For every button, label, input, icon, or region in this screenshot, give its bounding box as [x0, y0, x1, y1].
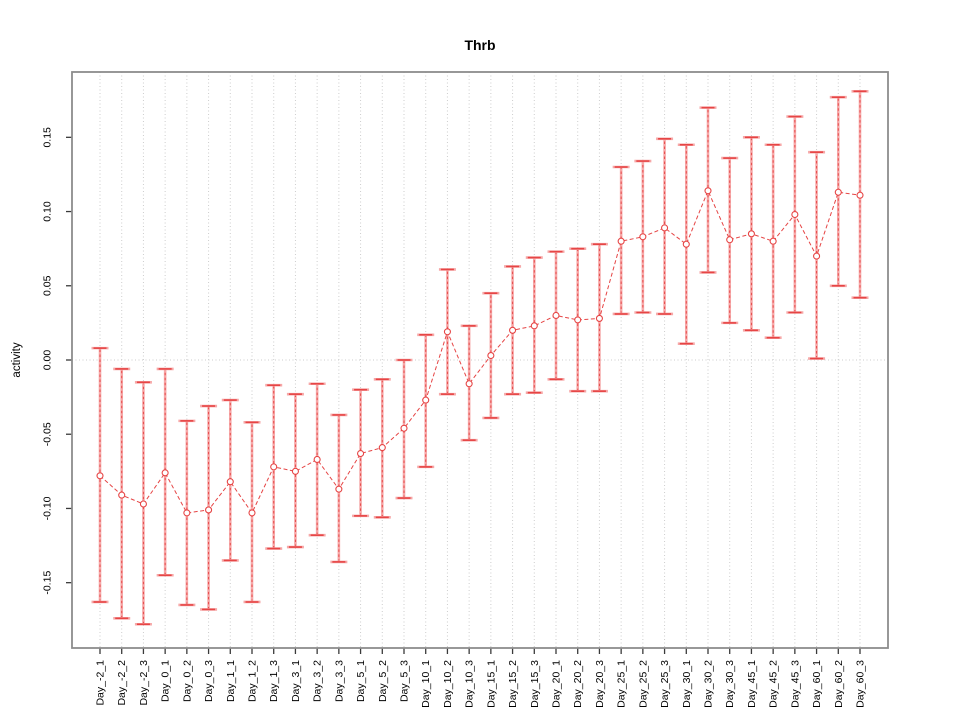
data-point	[509, 326, 517, 334]
x-tick-label: Day_25_1	[616, 660, 628, 708]
data-point	[661, 224, 669, 232]
x-tick-label: Day_3_2	[312, 660, 324, 702]
x-tick-label: Day_15_2	[507, 660, 519, 708]
data-point	[704, 187, 712, 195]
x-tick-label: Day_25_3	[659, 660, 671, 708]
x-tick-label: Day_5_1	[355, 660, 367, 702]
x-tick-label: Day_25_2	[637, 660, 649, 708]
data-point	[682, 240, 690, 248]
x-tick-label: Day_60_3	[855, 660, 867, 708]
data-point	[357, 449, 365, 458]
data-point	[248, 509, 256, 517]
y-tick-label: 0.10	[42, 201, 54, 222]
x-tick-label: Day_10_1	[420, 660, 432, 708]
chart-title: Thrb	[464, 37, 496, 53]
y-tick-label: 0.05	[42, 275, 54, 296]
data-point	[856, 191, 864, 199]
x-tick-label: Day_20_3	[594, 660, 606, 708]
x-tick-label: Day_-2_3	[138, 660, 150, 706]
data-point	[726, 236, 734, 244]
data-point	[617, 237, 625, 245]
x-tick-label: Day_20_2	[572, 660, 584, 708]
y-tick-label: 0.00	[42, 350, 54, 371]
data-point	[530, 322, 538, 330]
x-tick-label: Day_10_2	[442, 660, 454, 708]
x-tick-label: Day_1_2	[247, 660, 259, 702]
x-tick-label: Day_15_3	[529, 660, 541, 708]
data-point	[443, 328, 451, 336]
x-tick-label: Day_0_3	[203, 660, 215, 702]
data-point	[161, 469, 169, 477]
data-point	[769, 237, 777, 245]
x-tick-label: Day_5_3	[399, 660, 411, 702]
x-tick-label: Day_30_1	[681, 660, 693, 708]
data-point	[813, 252, 821, 260]
x-tick-label: Day_-2_1	[95, 660, 107, 706]
data-point	[183, 509, 191, 517]
data-point	[335, 485, 343, 493]
x-tick-label: Day_5_2	[377, 660, 389, 702]
data-point	[291, 467, 299, 475]
y-tick-label: -0.05	[42, 422, 54, 446]
x-tick-label: Day_10_3	[464, 660, 476, 708]
data-point	[313, 455, 321, 464]
data-point	[96, 472, 104, 480]
data-point	[595, 314, 603, 322]
y-tick-label: -0.15	[42, 571, 54, 595]
x-tick-label: Day_3_3	[333, 660, 345, 702]
x-tick-label: Day_20_1	[551, 660, 563, 708]
x-tick-label: Day_60_2	[833, 660, 845, 708]
data-point	[791, 210, 799, 219]
data-point	[639, 233, 647, 241]
x-tick-label: Day_45_2	[768, 660, 780, 708]
data-point	[487, 351, 495, 360]
data-point	[400, 424, 408, 432]
series-line	[99, 189, 861, 514]
data-point	[205, 506, 213, 514]
data-point	[270, 463, 278, 471]
data-point	[465, 380, 473, 388]
data-point	[747, 230, 755, 238]
data-point	[226, 478, 234, 486]
data-point	[552, 311, 560, 320]
x-tick-label: Day_3_1	[290, 660, 302, 702]
x-tick-label: Day_60_1	[811, 660, 823, 708]
x-tick-label: Day_1_3	[268, 660, 280, 702]
data-point	[378, 444, 386, 452]
data-point	[118, 491, 126, 499]
plot-box	[71, 71, 889, 649]
x-tick-label: Day_15_1	[485, 660, 497, 708]
x-tick-label: Day_45_3	[789, 660, 801, 708]
x-tick-label: Day_-2_2	[116, 660, 128, 706]
y-tick-label: -0.10	[42, 496, 54, 520]
data-point	[834, 188, 842, 196]
data-point	[139, 500, 147, 508]
y-tick-label: 0.15	[42, 127, 54, 148]
x-tick-label: Day_1_1	[225, 660, 237, 702]
data-point	[574, 316, 582, 324]
x-tick-label: Day_30_2	[703, 660, 715, 708]
x-tick-label: Day_45_1	[746, 660, 758, 708]
x-tick-label: Day_30_3	[724, 660, 736, 708]
data-point	[422, 396, 430, 404]
x-tick-label: Day_0_2	[181, 660, 193, 702]
x-tick-label: Day_0_1	[160, 660, 172, 702]
